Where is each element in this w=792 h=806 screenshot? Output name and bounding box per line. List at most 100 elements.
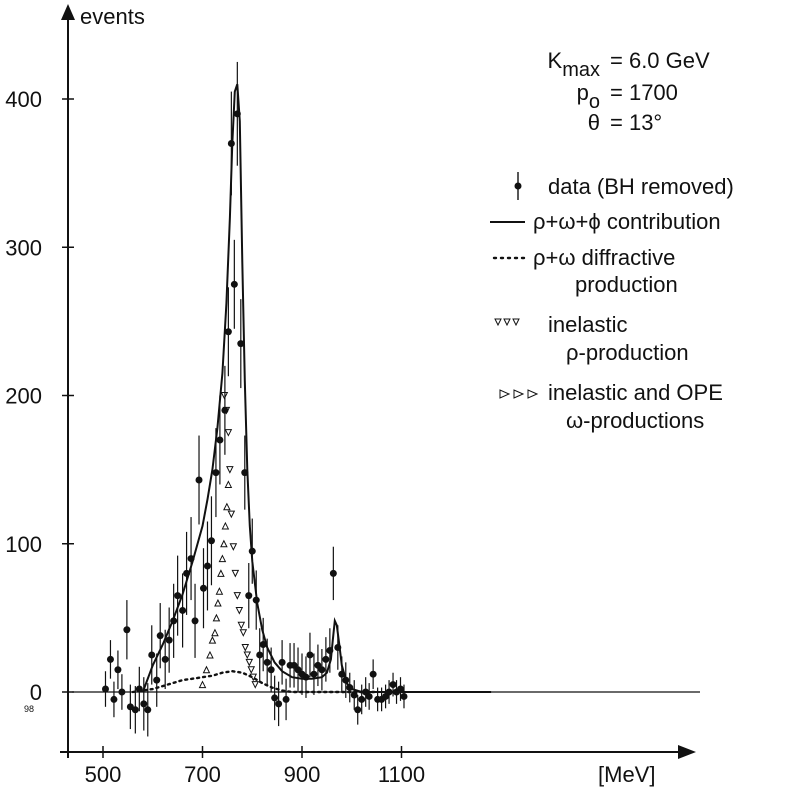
param-value: = 1700	[610, 80, 678, 105]
data-point	[153, 676, 161, 684]
marker-inelastic-omega	[202, 665, 211, 674]
data-point	[278, 658, 286, 666]
data-point	[350, 691, 358, 699]
legend-down-triangle	[494, 318, 502, 327]
marker-inelastic-rho	[226, 466, 234, 474]
data-point	[275, 700, 283, 708]
plot-area	[101, 61, 492, 737]
legend-label: inelastic and OPE	[548, 380, 723, 405]
marker-inelastic-omega	[223, 502, 231, 511]
marker-inelastic-omega	[214, 598, 222, 607]
data-point	[245, 592, 253, 600]
marker-inelastic-omega	[224, 480, 233, 488]
data-point	[144, 706, 152, 714]
x-axis-arrow-icon	[678, 745, 696, 759]
data-point	[256, 651, 264, 659]
legend: Kmax = 6.0 GeV po = 1700 θ = 13° data (BH remo…	[490, 48, 734, 433]
data-point	[203, 562, 211, 570]
marker-inelastic-rho	[249, 673, 258, 682]
param-value: = 13°	[610, 110, 662, 135]
data-point	[400, 692, 408, 700]
data-point	[131, 706, 139, 714]
data-point	[212, 469, 220, 477]
marker-inelastic-omega	[220, 539, 228, 548]
data-point	[123, 626, 131, 634]
x-tick-label: 900	[284, 762, 321, 787]
marker-inelastic-omega	[198, 680, 207, 689]
legend-down-triangle	[503, 318, 511, 327]
legend-label: inelastic	[548, 312, 627, 337]
marker-inelastic-rho	[239, 629, 248, 637]
legend-label: ω-productions	[566, 408, 704, 433]
legend-right-triangle	[527, 389, 539, 399]
y-axis-label: events	[80, 4, 145, 29]
data-point	[322, 655, 330, 663]
legend-label: data (BH removed)	[548, 174, 734, 199]
data-point	[230, 280, 238, 288]
data-point	[310, 670, 318, 678]
data-point	[106, 655, 114, 663]
param-label: Kmax	[548, 48, 600, 81]
marker-inelastic-omega	[211, 628, 219, 637]
x-axis	[60, 745, 696, 759]
y-axis-arrow-icon	[61, 4, 75, 20]
marker-inelastic-omega	[212, 613, 221, 622]
marker-inelastic-rho	[229, 543, 238, 551]
y-tick-label: 100	[5, 532, 42, 557]
data-point	[179, 606, 187, 614]
data-point	[267, 666, 275, 674]
param-label: θ	[588, 110, 600, 135]
y-tick-label: 0	[30, 680, 42, 705]
legend-down-triangle	[512, 318, 520, 327]
marker-inelastic-rho	[233, 592, 242, 600]
param-value: = 6.0 GeV	[610, 48, 710, 73]
marker-inelastic-omega	[221, 521, 230, 530]
data-point	[216, 436, 224, 444]
data-point	[389, 681, 397, 689]
data-point	[191, 617, 199, 625]
marker-inelastic-rho	[237, 621, 246, 630]
data-point	[148, 651, 156, 659]
marker-inelastic-rho	[247, 666, 256, 674]
data-point	[195, 476, 203, 484]
data-point	[174, 592, 182, 600]
marker-inelastic-omega	[208, 635, 217, 644]
data-point	[224, 328, 232, 336]
legend-errorbar-dot	[514, 182, 522, 190]
marker-inelastic-rho	[220, 392, 229, 400]
data-point	[114, 666, 122, 674]
marker-inelastic-omega	[218, 554, 227, 563]
marker-inelastic-rho	[231, 569, 240, 578]
data-point	[156, 632, 164, 640]
legend-label: ρ-production	[566, 340, 689, 365]
data-point	[199, 584, 207, 592]
data-point	[369, 670, 377, 678]
legend-label: ρ+ω+ϕ contribution	[533, 209, 721, 234]
legend-right-triangle	[513, 389, 525, 399]
param-label: po	[577, 80, 600, 113]
marker-inelastic-rho	[224, 429, 233, 437]
zero-sublabel: 98	[24, 704, 34, 714]
data-point	[282, 695, 290, 703]
axis-ticks: 0 100 200 300 400 500 700 900 1100	[5, 87, 425, 787]
data-point	[140, 700, 148, 708]
legend-right-triangle	[499, 389, 511, 399]
data-point	[161, 655, 169, 663]
marker-inelastic-omega	[217, 569, 225, 577]
data-point	[110, 695, 118, 703]
data-point	[397, 685, 405, 693]
marker-inelastic-omega	[215, 587, 224, 595]
legend-label: production	[575, 272, 678, 297]
y-tick-label: 200	[5, 384, 42, 409]
marker-inelastic-omega	[206, 650, 214, 659]
data-point	[263, 658, 271, 666]
data-point	[118, 688, 126, 696]
data-point	[329, 569, 337, 577]
x-tick-label: 500	[85, 762, 122, 787]
marker-inelastic-rho	[241, 644, 250, 652]
marker-inelastic-rho	[245, 658, 254, 667]
data-point	[237, 340, 245, 348]
data-point	[354, 706, 362, 714]
marker-inelastic-rho	[243, 651, 252, 660]
